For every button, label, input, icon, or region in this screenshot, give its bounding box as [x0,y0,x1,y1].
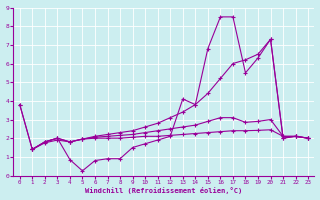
X-axis label: Windchill (Refroidissement éolien,°C): Windchill (Refroidissement éolien,°C) [85,187,243,194]
